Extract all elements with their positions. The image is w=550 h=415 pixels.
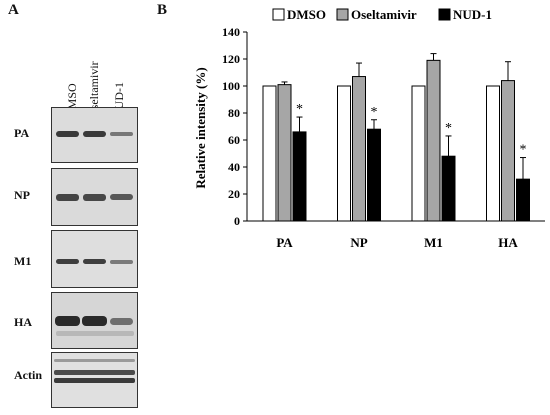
significance-marker-pa: * — [296, 102, 303, 117]
blot-label-actin: Actin — [14, 368, 42, 382]
band-ha-lower — [56, 331, 134, 336]
band-m1-dmso — [56, 259, 79, 264]
significance-marker-np: * — [371, 105, 378, 120]
bar-oseltamivir-np — [352, 76, 366, 222]
x-tick-label-np: NP — [350, 235, 367, 250]
chart-legend: DMSO Oseltamivir NUD-1 — [272, 7, 492, 22]
bar-nud-1-pa — [292, 131, 307, 222]
bar-oseltamivir-m1 — [426, 59, 441, 222]
bars-group: * * * * — [262, 53, 530, 222]
blot-strip-pa — [51, 107, 138, 163]
blot-strip-np — [51, 168, 138, 226]
y-tick-label: 80 — [228, 106, 240, 120]
x-tick-label-ha: HA — [498, 235, 518, 250]
blot-strip-actin — [51, 352, 138, 408]
band-np-dmso — [56, 194, 79, 201]
panel-a-letter: A — [8, 2, 19, 18]
y-tick-label: 0 — [234, 214, 240, 228]
y-tick-label: 60 — [228, 133, 240, 147]
y-axis-label: Relative intensity (%) — [193, 67, 208, 188]
band-actin-lower — [54, 378, 135, 383]
y-tick-label: 120 — [222, 52, 240, 66]
legend-label-dmso: DMSO — [287, 7, 326, 22]
y-tick-label: 40 — [228, 160, 240, 174]
legend-label-oseltamivir: Oseltamivir — [351, 7, 417, 22]
legend-swatch-oseltamivir — [336, 8, 349, 21]
band-m1-oseltamivir — [83, 259, 106, 264]
y-tick-label: 140 — [222, 25, 240, 39]
legend-label-nud-1: NUD-1 — [453, 7, 492, 22]
y-axis-ticks: 0 20 40 60 80 100 120 140 — [222, 25, 247, 228]
blot-label-ha: HA — [14, 315, 32, 329]
blot-label-np: NP — [14, 188, 30, 202]
bar-dmso-ha — [486, 85, 500, 222]
band-ha-dmso — [55, 316, 80, 326]
blot-label-m1: M1 — [14, 254, 32, 268]
bar-oseltamivir-ha — [501, 80, 515, 222]
band-m1-nud1 — [110, 260, 133, 264]
significance-marker-ha: * — [520, 143, 527, 158]
band-np-nud1 — [110, 194, 133, 200]
y-tick-label: 20 — [228, 187, 240, 201]
bar-nud-1-ha — [516, 178, 530, 222]
band-pa-dmso — [56, 131, 79, 137]
bar-nud-1-m1 — [441, 155, 456, 222]
bar-dmso-pa — [262, 85, 277, 222]
band-ha-nud1 — [110, 318, 133, 325]
legend-swatch-dmso — [272, 8, 285, 21]
blot-strip-ha — [51, 292, 138, 349]
x-axis-labels: PA NP M1 HA — [276, 235, 518, 250]
band-actin-upper — [54, 370, 135, 375]
bar-dmso-np — [337, 85, 351, 222]
band-actin-faint — [54, 359, 135, 362]
blot-label-pa: PA — [14, 126, 30, 140]
significance-marker-m1: * — [445, 121, 452, 136]
bar-nud-1-np — [367, 128, 381, 222]
band-ha-oseltamivir — [82, 316, 107, 326]
panel-b-letter: B — [157, 2, 168, 18]
bar-oseltamivir-pa — [277, 84, 292, 222]
x-tick-label-pa: PA — [276, 235, 293, 250]
band-pa-nud1 — [110, 132, 133, 136]
bar-dmso-m1 — [411, 85, 426, 222]
legend-swatch-nud-1 — [438, 8, 451, 21]
y-tick-label: 100 — [222, 79, 240, 93]
blot-strip-m1 — [51, 230, 138, 288]
band-pa-oseltamivir — [83, 131, 106, 137]
band-np-oseltamivir — [83, 194, 106, 201]
x-tick-label-m1: M1 — [424, 235, 443, 250]
